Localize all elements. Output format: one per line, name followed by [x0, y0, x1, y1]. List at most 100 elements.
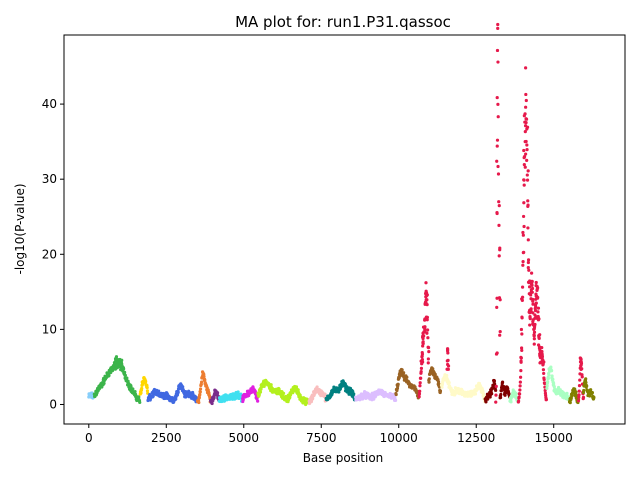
- y-tick-label: 0: [49, 397, 57, 411]
- data-point: [521, 263, 525, 267]
- data-point: [372, 397, 376, 401]
- data-point: [203, 378, 207, 382]
- data-point: [496, 115, 500, 119]
- data-point: [522, 114, 526, 118]
- data-point: [425, 331, 429, 335]
- data-point: [125, 376, 129, 380]
- data-point: [545, 386, 549, 390]
- data-point: [207, 391, 211, 395]
- data-point: [495, 95, 499, 100]
- data-point: [499, 389, 503, 393]
- data-point: [528, 315, 532, 320]
- data-point: [351, 389, 355, 394]
- x-tick-label: 5000: [228, 431, 259, 445]
- data-point: [497, 223, 501, 228]
- data-point: [236, 390, 240, 394]
- data-point: [536, 286, 540, 290]
- data-point: [420, 358, 425, 362]
- data-point: [522, 250, 526, 254]
- data-point: [426, 361, 430, 365]
- data-point: [123, 373, 127, 377]
- data-point: [418, 389, 422, 393]
- data-point: [519, 369, 523, 373]
- data-point: [496, 60, 500, 64]
- data-point: [518, 388, 522, 392]
- data-point: [498, 298, 502, 302]
- data-point: [521, 260, 525, 264]
- data-point: [400, 368, 404, 372]
- data-point: [524, 117, 529, 121]
- data-point: [532, 334, 536, 338]
- data-point: [536, 295, 540, 300]
- data-point: [534, 280, 538, 285]
- data-point: [531, 311, 535, 315]
- data-point: [530, 271, 534, 275]
- data-point: [495, 138, 500, 142]
- data-point: [420, 352, 425, 356]
- data-point: [522, 183, 526, 187]
- data-point: [524, 121, 528, 125]
- data-point: [311, 397, 315, 401]
- data-point: [198, 392, 202, 397]
- data-point: [484, 400, 488, 404]
- data-point: [433, 372, 437, 376]
- data-point: [545, 384, 549, 388]
- data-point: [500, 380, 505, 384]
- data-point: [417, 392, 422, 396]
- data-point: [578, 378, 582, 382]
- data-point: [494, 393, 498, 397]
- data-point: [425, 315, 429, 319]
- data-point: [144, 379, 148, 384]
- data-point: [495, 48, 500, 53]
- data-point: [520, 346, 524, 350]
- data-point: [145, 389, 150, 393]
- data-point: [509, 400, 513, 404]
- data-point: [102, 381, 106, 385]
- data-point: [215, 391, 220, 395]
- data-point: [498, 333, 502, 337]
- data-point: [526, 203, 530, 207]
- data-point: [579, 361, 584, 365]
- data-point: [574, 390, 578, 394]
- data-point: [427, 377, 431, 381]
- plot-frame: [63, 34, 626, 425]
- data-point: [582, 388, 586, 393]
- data-point: [568, 401, 572, 405]
- data-point: [495, 211, 499, 216]
- y-axis-ticks: 0 10 20 30 40: [42, 97, 64, 411]
- data-point: [496, 102, 500, 106]
- data-point: [532, 325, 537, 329]
- data-point: [495, 296, 499, 300]
- data-point: [519, 327, 524, 332]
- data-point: [256, 399, 260, 403]
- data-point: [258, 390, 263, 394]
- data-point: [520, 315, 524, 319]
- data-point: [494, 388, 498, 392]
- data-point: [525, 143, 529, 147]
- data-point: [526, 260, 530, 265]
- data-point: [423, 327, 427, 331]
- data-point: [122, 367, 126, 371]
- data-point: [490, 392, 494, 396]
- data-point: [198, 390, 202, 394]
- data-point: [520, 348, 524, 353]
- data-point: [518, 384, 522, 388]
- data-point: [419, 366, 424, 370]
- data-point: [577, 384, 582, 388]
- data-point: [323, 392, 327, 396]
- data-point: [534, 301, 538, 305]
- data-point: [415, 389, 419, 393]
- data-point: [590, 391, 594, 395]
- data-point: [522, 224, 526, 229]
- y-tick-label: 30: [42, 172, 57, 186]
- data-point: [499, 392, 503, 397]
- data-point: [544, 397, 549, 402]
- data-point: [405, 375, 409, 379]
- data-point: [503, 393, 507, 397]
- data-point: [532, 337, 536, 341]
- data-point: [524, 139, 528, 144]
- data-point: [549, 365, 553, 369]
- data-point: [526, 238, 530, 242]
